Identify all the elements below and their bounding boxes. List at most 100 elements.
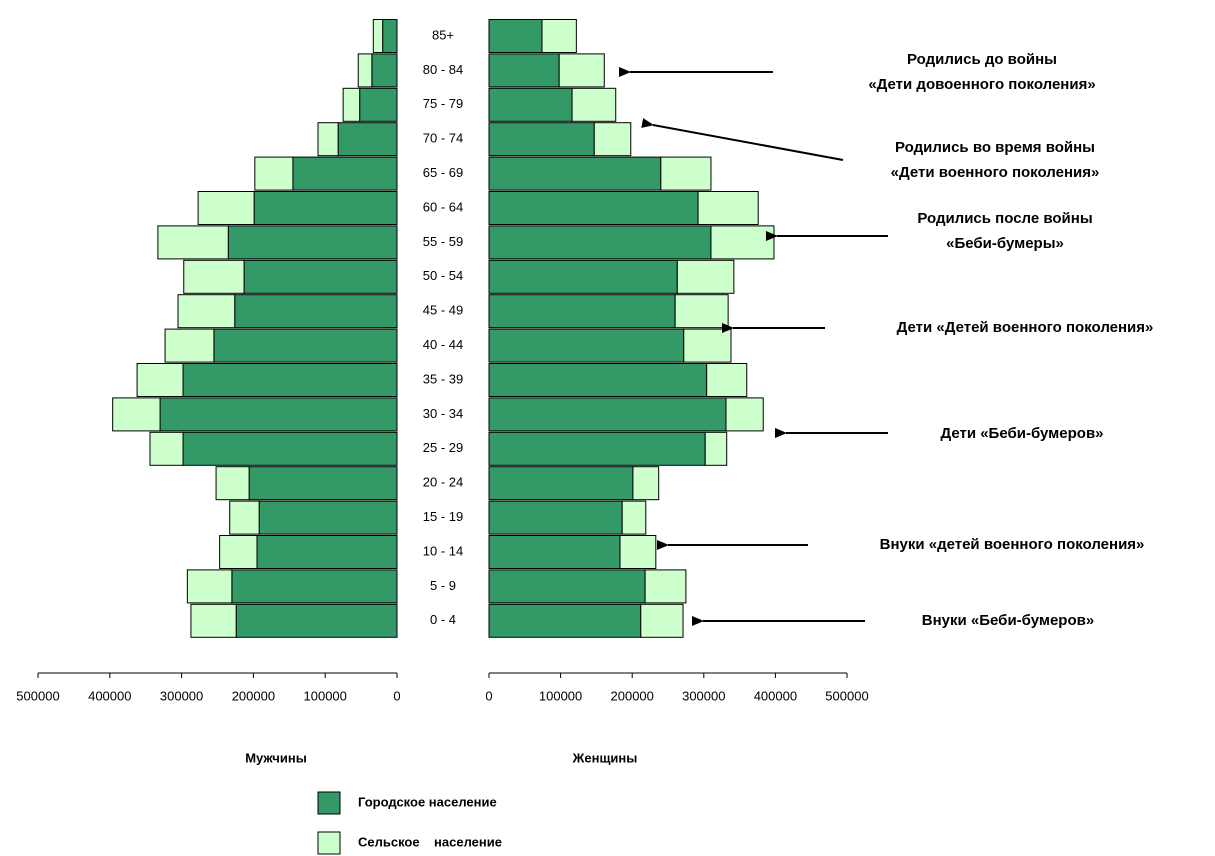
category-label: 20 - 24 (423, 475, 463, 490)
male-bar (231, 569, 398, 604)
female-bar (676, 259, 735, 294)
female-bar (632, 466, 660, 501)
female-bar (725, 397, 764, 432)
female-bar (593, 122, 632, 157)
male-bar (190, 603, 237, 638)
female-bar (488, 294, 676, 329)
male-bar (359, 87, 398, 122)
male-tick-label: 100000 (304, 688, 347, 703)
female-bar (488, 87, 573, 122)
male-bar (382, 19, 398, 53)
female-bar (488, 328, 685, 363)
category-label: 35 - 39 (423, 371, 463, 386)
category-label: 25 - 29 (423, 440, 463, 455)
female-bar (619, 535, 657, 569)
legend-swatch (317, 831, 341, 855)
annotation: Внуки «детей военного поколения» (880, 536, 1145, 553)
female-tick-label: 200000 (611, 688, 654, 703)
female-bar (488, 19, 543, 53)
male-tick-label: 200000 (232, 688, 275, 703)
male-bar (256, 535, 398, 569)
female-bar (704, 431, 728, 466)
category-label: 5 - 9 (430, 578, 456, 593)
category-label: 70 - 74 (423, 131, 463, 146)
legend-label: Сельское население (358, 834, 502, 849)
male-bar (112, 397, 161, 432)
female-bar (488, 156, 662, 191)
annotation: Внуки «Беби-бумеров» (922, 612, 1094, 629)
male-bar (219, 535, 258, 569)
annotation: Родились до войны (907, 51, 1057, 68)
male-tick-label: 300000 (160, 688, 203, 703)
male-bar (254, 156, 294, 191)
male-bar (197, 191, 255, 225)
female-tick-label: 0 (485, 688, 492, 703)
female-bar (488, 363, 708, 397)
female-bar (488, 397, 727, 432)
female-bar (674, 294, 729, 329)
male-bar (371, 53, 398, 88)
male-bar (248, 466, 398, 501)
male-bar (182, 363, 398, 397)
female-bar (541, 19, 577, 53)
male-bar (235, 603, 398, 638)
female-tick-label: 400000 (754, 688, 797, 703)
annotation: Родились во время войны (895, 139, 1095, 156)
male-tick-label: 400000 (88, 688, 131, 703)
male-tick-label: 500000 (16, 688, 59, 703)
category-label: 45 - 49 (423, 303, 463, 318)
female-bar (488, 191, 699, 225)
male-bar (372, 19, 384, 53)
female-bar (488, 569, 646, 604)
male-bar (357, 53, 373, 88)
female-tick-label: 300000 (682, 688, 725, 703)
male-bar (164, 328, 215, 363)
female-bar (558, 53, 605, 88)
female-bar (488, 466, 634, 501)
annotation: Дети «Детей военного поколения» (897, 319, 1154, 336)
category-label: 80 - 84 (423, 62, 463, 77)
female-bar (644, 569, 687, 604)
female-bar (488, 53, 560, 88)
male-bar (186, 569, 233, 604)
male-tick-label: 0 (393, 688, 400, 703)
female-bar (706, 363, 748, 397)
category-label: 75 - 79 (423, 96, 463, 111)
female-bar (697, 191, 759, 225)
female-bar (660, 156, 712, 191)
male-bar (337, 122, 398, 157)
male-bar (253, 191, 398, 225)
female-tick-label: 500000 (825, 688, 868, 703)
male-bar (182, 431, 398, 466)
male-bar (183, 259, 245, 294)
male-bar (292, 156, 398, 191)
male-bar (317, 122, 339, 157)
male-bar (159, 397, 398, 432)
category-label: 10 - 14 (423, 543, 463, 558)
male-label: Мужчины (245, 750, 307, 765)
male-bar (258, 500, 398, 535)
category-label: 0 - 4 (430, 612, 456, 627)
female-bar (683, 328, 732, 363)
annotation: «Дети военного поколения» (891, 164, 1100, 181)
annotation: Дети «Беби-бумеров» (940, 425, 1103, 442)
male-bar (136, 363, 184, 397)
category-label: 40 - 44 (423, 337, 463, 352)
category-label: 15 - 19 (423, 509, 463, 524)
female-bar (640, 603, 684, 638)
category-label: 50 - 54 (423, 268, 463, 283)
female-bar (710, 225, 775, 260)
annotation: «Беби-бумеры» (946, 235, 1064, 252)
annotation-arrow (641, 118, 844, 161)
category-label: 30 - 34 (423, 406, 463, 421)
female-bar (488, 225, 712, 260)
annotation: «Дети довоенного поколения» (868, 76, 1095, 93)
male-bar (157, 225, 229, 260)
legend-label: Городское население (358, 794, 497, 809)
male-bar (243, 259, 398, 294)
male-bar (342, 87, 361, 122)
male-bar (227, 225, 398, 260)
legend-swatch (317, 791, 341, 815)
female-bar (488, 535, 621, 569)
